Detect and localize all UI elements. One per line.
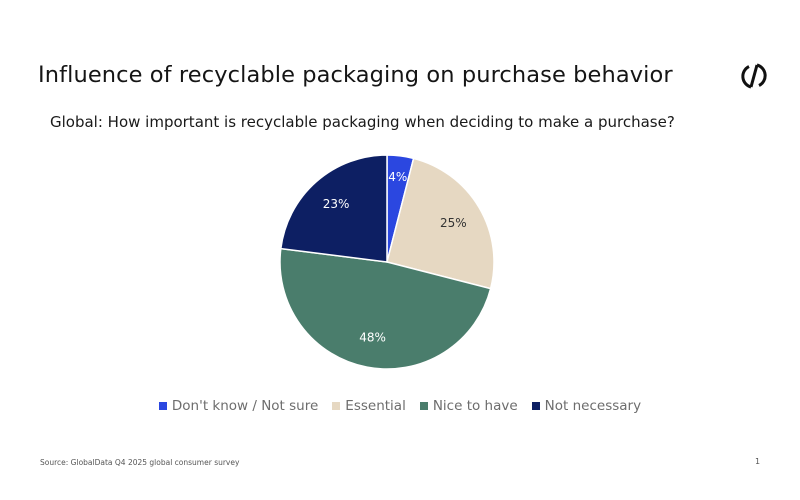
chart-subtitle: Global: How important is recyclable pack… (50, 113, 675, 131)
legend-item: Nice to have (419, 398, 518, 414)
legend-label: Essential (345, 398, 406, 414)
circle-slash-logo-icon (741, 63, 767, 89)
pie-data-label: 25% (440, 216, 467, 230)
chart-legend: Don't know / Not sure Essential Nice to ha… (0, 398, 800, 414)
legend-item: Essential (332, 398, 406, 414)
legend-swatch (158, 402, 167, 410)
pie-slice-essential (386, 157, 495, 290)
pie-slice-nice-to-have (279, 247, 492, 370)
page-title: Influence of recyclable packaging on pur… (38, 62, 673, 88)
pie-data-label: 48% (359, 331, 386, 345)
page-number: 1 (755, 457, 761, 466)
legend-item: Don't know / Not sure (158, 398, 319, 414)
legend-swatch (419, 402, 428, 410)
legend-label: Nice to have (432, 398, 518, 414)
source-note: Source: GlobalData Q4 2025 global consum… (40, 458, 240, 467)
pie-data-label: 23% (323, 197, 350, 211)
legend-swatch (531, 402, 540, 410)
pie-slice-not-necessary (280, 154, 388, 263)
legend-label: Don't know / Not sure (171, 398, 319, 414)
legend-item: Not necessary (531, 398, 642, 414)
legend-swatch (332, 402, 341, 410)
pie-data-label: 4% (388, 170, 407, 184)
legend-label: Not necessary (544, 398, 642, 414)
